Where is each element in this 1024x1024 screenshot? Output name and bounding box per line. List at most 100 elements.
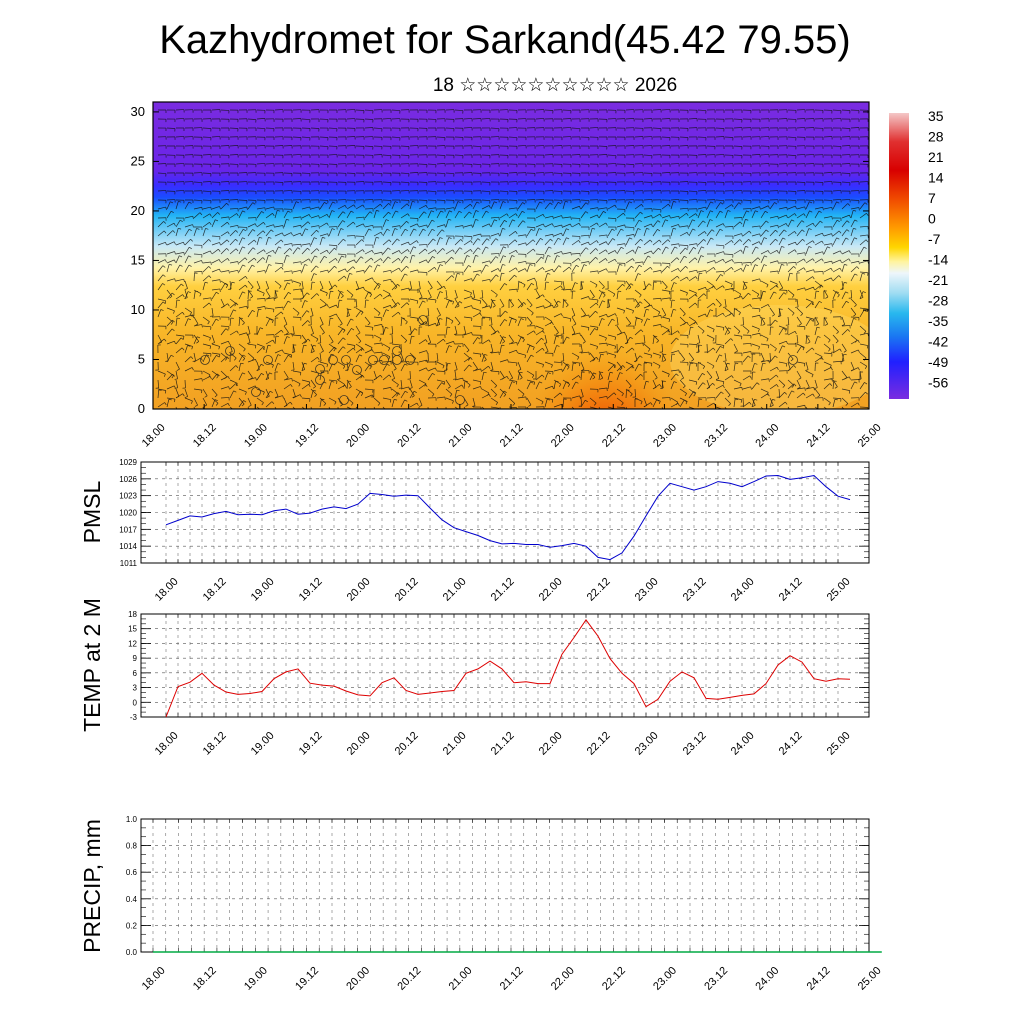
colorbar-label: 0 (928, 211, 936, 227)
y-tick-label: 0.6 (126, 868, 138, 877)
colorbar-label: -21 (928, 272, 948, 288)
x-tick-label: 18.12 (191, 422, 219, 450)
x-tick-label: 21.00 (441, 730, 469, 758)
x-tick-label: 24.00 (729, 730, 757, 758)
y-tick-label: 1020 (119, 509, 137, 518)
y-tick-label: 1026 (119, 475, 137, 484)
x-tick-label: 19.00 (249, 730, 277, 758)
y-tick-label: 9 (133, 654, 138, 663)
x-tick-label: 20.00 (345, 576, 373, 604)
x-tick-label: 22.00 (549, 965, 577, 993)
x-tick-label: 20.12 (393, 730, 421, 758)
x-tick-label: 23.12 (702, 422, 730, 450)
cross-section-panel: 0 5 10 15 20 25 30 18.00 18.12 19.00 19.12 20.00 20… (131, 101, 884, 450)
x-tick-label: 24.12 (805, 422, 833, 450)
colorbar-label: -56 (928, 375, 948, 391)
x-tick-label: 24.12 (805, 965, 833, 993)
x-tick-label: 24.00 (753, 965, 781, 993)
x-tick-label: 25.00 (856, 965, 884, 993)
y-tick-label: 1017 (119, 525, 137, 534)
x-tick-label: 22.12 (585, 576, 613, 604)
cross-section-y-axis: 0 5 10 15 20 25 30 (131, 104, 869, 416)
x-tick-label: 24.12 (777, 576, 805, 604)
x-tick-label: 21.00 (447, 965, 475, 993)
chart-title: Kazhydromet for Sarkand(45.42 79.55) (159, 18, 851, 62)
y-tick-label: 15 (128, 625, 137, 634)
x-tick-label: 20.00 (344, 965, 372, 993)
x-tick-label: 25.00 (825, 576, 853, 604)
wind-barbs (155, 109, 869, 409)
colorbar-label: 35 (928, 108, 944, 124)
pmsl-ylabel: PMSL (79, 480, 105, 543)
x-tick-label: 19.00 (242, 422, 270, 450)
y-tick-label: 0.0 (126, 948, 138, 957)
x-tick-label: 21.12 (489, 730, 517, 758)
colorbar-label: 28 (928, 129, 944, 145)
colorbar-label: 21 (928, 149, 944, 165)
y-tick-label: 1011 (120, 559, 138, 568)
x-tick-label: 22.12 (600, 422, 628, 450)
x-tick-label: 19.00 (249, 576, 277, 604)
colorbar-label: -28 (928, 293, 948, 309)
x-tick-label: 22.00 (537, 576, 565, 604)
y-tick-label: 30 (131, 104, 145, 119)
y-tick-label: 1014 (119, 542, 137, 551)
colorbar-ramp (889, 113, 909, 399)
x-tick-label: 18.00 (153, 730, 181, 758)
chart-subtitle: 18 ☆☆☆☆☆☆☆☆☆☆ 2026 (432, 75, 678, 96)
y-tick-label: 20 (131, 203, 145, 218)
temp-panel: -3 0 3 6 9 12 15 18 18.00 18.12 19.00 19.12 20.00 20.… (79, 598, 870, 758)
x-tick-label: 23.00 (633, 576, 661, 604)
x-tick-label: 19.12 (293, 965, 321, 993)
x-tick-label: 22.00 (549, 422, 577, 450)
x-tick-label: 21.12 (489, 576, 517, 604)
x-tick-label: 24.00 (753, 422, 781, 450)
colorbar-label: -42 (928, 334, 948, 350)
temp-series-line (165, 619, 851, 718)
x-tick-label: 22.00 (537, 730, 565, 758)
x-tick-label: 23.00 (633, 730, 661, 758)
y-tick-label: 0 (133, 698, 138, 707)
x-tick-label: 22.12 (600, 965, 628, 993)
x-tick-label: 19.12 (293, 422, 321, 450)
x-tick-label: 23.12 (681, 730, 709, 758)
x-tick-label: 21.00 (441, 576, 469, 604)
y-tick-label: 0.8 (126, 842, 138, 851)
x-tick-label: 20.00 (345, 730, 373, 758)
y-tick-label: 0.4 (126, 895, 138, 904)
x-tick-label: 18.12 (201, 576, 229, 604)
x-tick-label: 25.00 (856, 422, 884, 450)
x-tick-label: 20.00 (344, 422, 372, 450)
y-tick-label: -3 (130, 713, 138, 722)
x-tick-label: 23.12 (702, 965, 730, 993)
pmsl-panel: 1011 1014 1017 1020 1023 1026 1029 18.00 18.12 19… (79, 458, 870, 604)
colorbar-label: -35 (928, 313, 948, 329)
y-tick-label: 10 (131, 302, 145, 317)
warm-surface-cell (535, 300, 675, 409)
x-tick-label: 21.00 (447, 422, 475, 450)
x-tick-label: 20.12 (395, 965, 423, 993)
x-tick-label: 24.00 (729, 576, 757, 604)
x-tick-label: 19.12 (297, 730, 325, 758)
y-tick-label: 1.0 (126, 815, 138, 824)
x-tick-label: 20.12 (393, 576, 421, 604)
y-tick-label: 1029 (119, 458, 137, 467)
y-tick-label: 3 (133, 684, 138, 693)
x-tick-label: 18.00 (140, 965, 168, 993)
precip-ylabel: PRECIP, mm (79, 819, 105, 953)
temp-ylabel: TEMP at 2 M (79, 598, 105, 732)
colorbar-label: -14 (928, 252, 948, 268)
colorbar-label: -7 (928, 231, 941, 247)
y-tick-label: 0 (138, 401, 145, 416)
y-tick-label: 18 (128, 610, 137, 619)
x-tick-label: 22.12 (585, 730, 613, 758)
colorbar: 35 28 21 14 7 0 -7 -14 -21 -28 -35 -42 -49 -56 (889, 108, 948, 399)
y-tick-label: 6 (133, 669, 138, 678)
y-tick-label: 12 (128, 639, 137, 648)
cross-section-x-axis: 18.00 18.12 19.00 19.12 20.00 20.12 21.00 21.12… (140, 404, 884, 450)
x-tick-label: 18.12 (191, 965, 219, 993)
colorbar-label: 14 (928, 170, 944, 186)
y-tick-label: 1023 (119, 492, 137, 501)
x-tick-label: 23.12 (681, 576, 709, 604)
